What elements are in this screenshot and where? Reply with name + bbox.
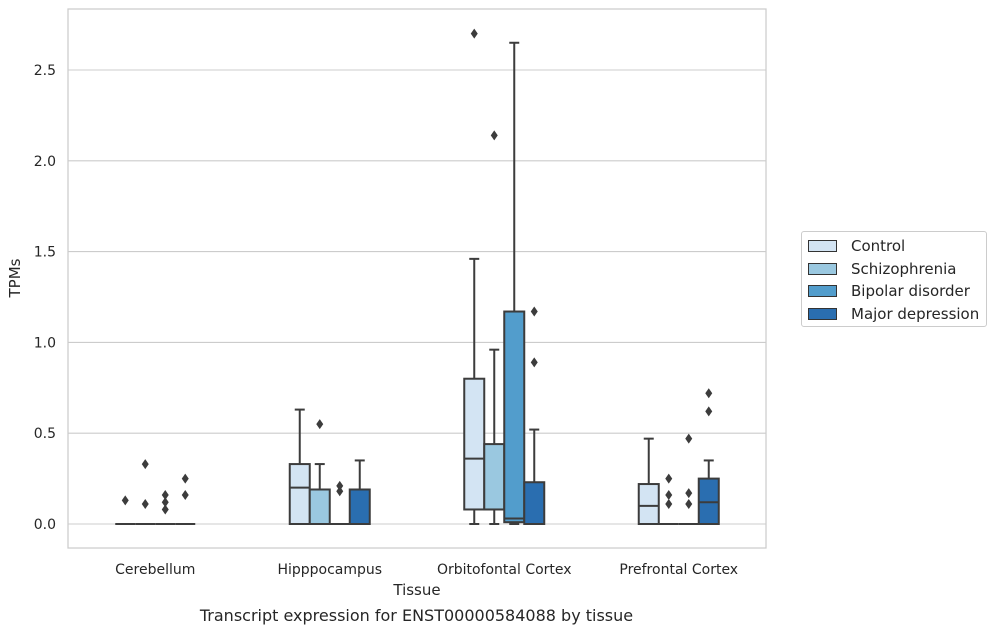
legend-swatch-major-depression: [808, 307, 837, 320]
box-major-depression: [523, 306, 546, 525]
legend-item-major-depression: Major depression: [808, 303, 986, 326]
box-body: [348, 488, 371, 526]
outlier-point: [530, 306, 538, 317]
legend-label: Control: [851, 237, 906, 256]
box-major-depression: [175, 473, 196, 525]
box-schizophrenia: [308, 419, 331, 526]
y-tick-label: 1.0: [34, 335, 56, 351]
box-bipolar-disorder: [329, 480, 350, 525]
box-control: [288, 408, 311, 525]
box-major-depression: [348, 459, 371, 526]
legend-item-schizophrenia: Schizophrenia: [808, 258, 986, 281]
outlier-point: [685, 488, 693, 499]
y-axis-label: TPMs: [6, 258, 24, 298]
outlier-point: [181, 489, 189, 500]
x-tick-label: Cerebellum: [115, 562, 195, 578]
x-tick-label: Prefrontal Cortex: [619, 562, 738, 578]
outlier-point: [530, 357, 538, 368]
box-bipolar-disorder: [155, 489, 176, 525]
y-tick-label: 0.5: [34, 426, 56, 442]
box-layer: [115, 28, 720, 526]
outlier-point: [470, 28, 478, 39]
outlier-point: [685, 433, 693, 444]
plot-frame: [67, 8, 767, 549]
box-body: [523, 481, 546, 525]
box-bipolar-disorder: [678, 433, 699, 525]
box-bipolar-disorder: [503, 41, 526, 525]
outlier-point: [336, 480, 344, 491]
box-control: [463, 28, 486, 525]
box-body: [483, 443, 506, 511]
x-axis-label: Tissue: [392, 581, 440, 599]
legend-label: Bipolar disorder: [851, 282, 970, 301]
chart-caption: Transcript expression for ENST0000058408…: [199, 606, 634, 625]
outlier-point: [490, 130, 498, 141]
legend-label: Schizophrenia: [851, 259, 957, 278]
legend-item-control: Control: [808, 235, 986, 258]
box-schizophrenia: [135, 459, 156, 525]
outlier-point: [665, 499, 673, 510]
outlier-point: [705, 406, 713, 417]
box-major-depression: [697, 388, 720, 526]
legend-swatch-control: [808, 240, 837, 253]
outlier-point: [141, 459, 149, 470]
outlier-point: [161, 504, 169, 515]
outlier-point: [336, 486, 344, 497]
legend-swatch-bipolar-disorder: [808, 285, 837, 298]
outlier-point: [665, 489, 673, 500]
box-schizophrenia: [658, 473, 679, 525]
box-body: [503, 310, 526, 524]
outlier-point: [141, 499, 149, 510]
outlier-point: [161, 489, 169, 500]
grid-lines: [68, 69, 766, 525]
y-tick-labels: 0.0 0.5 1.0 1.5 2.0 2.5: [34, 63, 56, 533]
outlier-point: [316, 419, 324, 430]
outlier-point: [685, 499, 693, 510]
outlier-point: [161, 497, 169, 508]
x-tick-labels: Cerebellum Hipppocampus Orbitofontal Corte…: [115, 562, 738, 578]
box-body: [288, 463, 311, 525]
x-tick-label: Hipppocampus: [277, 562, 382, 578]
y-tick-label: 1.5: [34, 245, 56, 261]
box-schizophrenia: [483, 130, 506, 525]
outlier-point: [665, 473, 673, 484]
outlier-point: [121, 495, 129, 506]
box-body: [463, 377, 486, 511]
y-tick-label: 0.0: [34, 517, 56, 533]
legend-label: Major depression: [851, 304, 980, 323]
box-body: [308, 488, 331, 526]
outlier-point: [181, 473, 189, 484]
legend: Control Schizophrenia Bipolar disorder M…: [801, 231, 987, 327]
legend-swatch-schizophrenia: [808, 262, 837, 275]
box-control: [637, 437, 660, 526]
outlier-point: [705, 388, 713, 399]
legend-item-bipolar-disorder: Bipolar disorder: [808, 280, 986, 303]
x-tick-label: Orbitofontal Cortex: [437, 562, 572, 578]
box-body: [637, 483, 660, 526]
box-control: [115, 495, 136, 525]
y-tick-label: 2.0: [34, 154, 56, 170]
y-tick-label: 2.5: [34, 63, 56, 79]
